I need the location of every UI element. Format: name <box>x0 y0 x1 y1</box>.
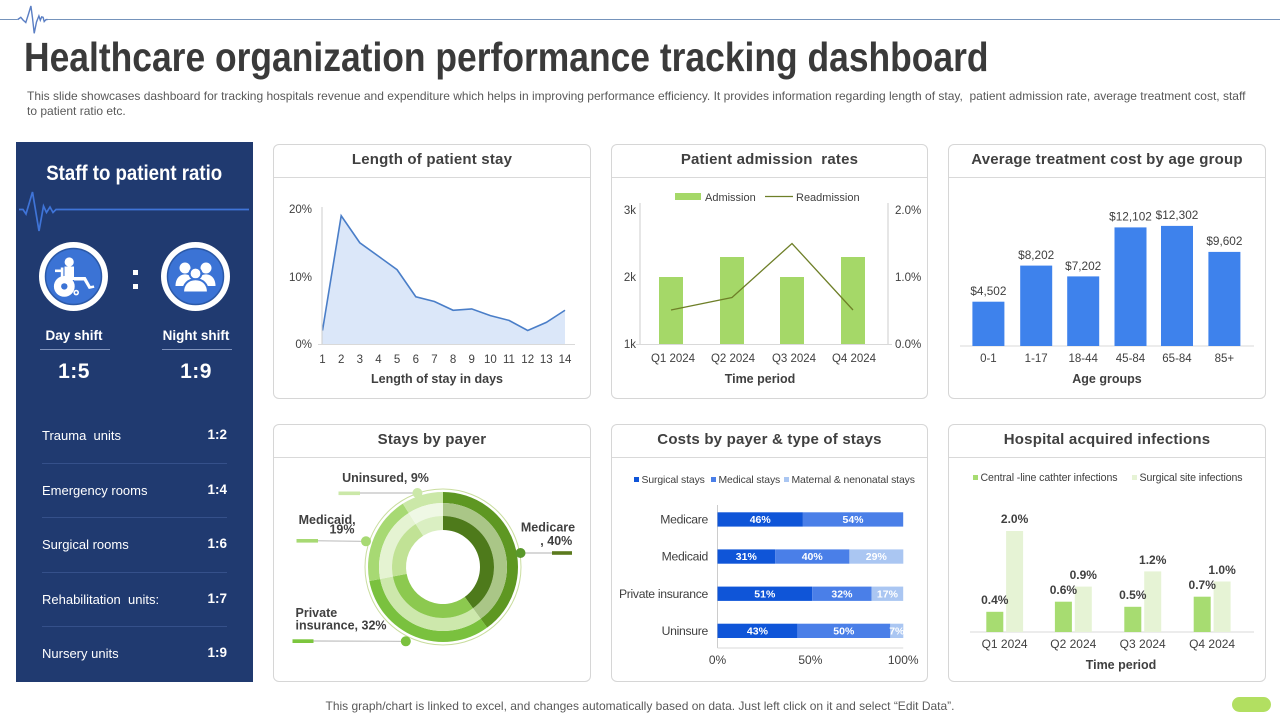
svg-text:19%: 19% <box>329 523 354 537</box>
svg-text:Q3 2024: Q3 2024 <box>1120 637 1166 651</box>
svg-text:1.2%: 1.2% <box>1139 553 1167 567</box>
svg-text:20%: 20% <box>289 204 312 216</box>
svg-text:Age groups: Age groups <box>1072 372 1141 386</box>
svg-text:Q4 2024: Q4 2024 <box>1189 637 1235 651</box>
svg-text:0%: 0% <box>295 339 312 351</box>
svg-text:, 40%: , 40% <box>540 534 572 548</box>
svg-text:1k: 1k <box>624 339 636 351</box>
svg-text:3k: 3k <box>624 205 636 217</box>
svg-text:Q2 2024: Q2 2024 <box>711 353 756 365</box>
svg-text:Time period: Time period <box>1086 658 1157 672</box>
svg-text:Q4 2024: Q4 2024 <box>832 353 877 365</box>
svg-text:7%: 7% <box>889 626 905 638</box>
svg-text:31%: 31% <box>736 551 758 563</box>
svg-text:Medicaid: Medicaid <box>662 550 708 564</box>
svg-text:Surgical site infections: Surgical site infections <box>1140 472 1243 484</box>
svg-text:$7,202: $7,202 <box>1065 259 1101 273</box>
svg-text:Medicaid,: Medicaid, <box>299 513 356 527</box>
svg-text:40%: 40% <box>802 551 824 563</box>
svg-text:Q2 2024: Q2 2024 <box>1050 637 1096 651</box>
svg-text:46%: 46% <box>750 514 772 526</box>
svg-text:0.6%: 0.6% <box>1050 583 1078 597</box>
svg-text:Medicare: Medicare <box>660 513 708 527</box>
svg-text:2.0%: 2.0% <box>1001 512 1029 526</box>
svg-text:1.0%: 1.0% <box>1208 563 1236 577</box>
svg-text:Medicare: Medicare <box>521 521 575 535</box>
svg-text:6: 6 <box>413 354 419 366</box>
svg-text:100%: 100% <box>888 653 919 667</box>
svg-text:$8,202: $8,202 <box>1018 248 1054 262</box>
svg-text:10%: 10% <box>289 272 312 284</box>
svg-text:Central -line cathter infectio: Central -line cathter infections <box>981 472 1118 484</box>
svg-text:9: 9 <box>468 354 474 366</box>
svg-text:54%: 54% <box>842 514 864 526</box>
svg-text:12: 12 <box>521 354 534 366</box>
svg-text:3: 3 <box>357 354 363 366</box>
svg-text:0.7%: 0.7% <box>1189 578 1217 592</box>
svg-text:43%: 43% <box>747 626 769 638</box>
svg-text:Q1 2024: Q1 2024 <box>651 353 696 365</box>
svg-text:Maternal & nenonatal stays: Maternal & nenonatal stays <box>792 475 915 486</box>
svg-text:Uninsure: Uninsure <box>662 624 709 638</box>
svg-text:$9,602: $9,602 <box>1206 234 1242 248</box>
svg-text:Private insurance: Private insurance <box>619 587 709 601</box>
svg-text:4: 4 <box>375 354 382 366</box>
svg-text:14: 14 <box>559 354 572 366</box>
svg-text:2.0%: 2.0% <box>895 205 921 217</box>
svg-text:7: 7 <box>431 354 437 366</box>
svg-text:Uninsured, 9%: Uninsured, 9% <box>342 471 429 485</box>
svg-text:Private: Private <box>296 606 338 620</box>
svg-text:17%: 17% <box>877 588 899 600</box>
svg-text:11: 11 <box>503 354 515 366</box>
svg-text:10: 10 <box>484 354 497 366</box>
svg-text:Medical stays: Medical stays <box>719 475 781 486</box>
svg-text:32%: 32% <box>831 588 853 600</box>
svg-text:45-84: 45-84 <box>1116 353 1146 365</box>
svg-text:Length of stay in days: Length of stay in days <box>371 372 503 386</box>
svg-text:51%: 51% <box>754 588 776 600</box>
svg-text:2k: 2k <box>624 272 636 284</box>
svg-text:Q1 2024: Q1 2024 <box>982 637 1028 651</box>
svg-text:65-84: 65-84 <box>1162 353 1192 365</box>
svg-text:18-44: 18-44 <box>1068 353 1098 365</box>
svg-text:$12,102: $12,102 <box>1109 210 1152 224</box>
svg-text:85+: 85+ <box>1215 353 1235 365</box>
svg-text:2: 2 <box>338 354 344 366</box>
svg-text:0%: 0% <box>709 653 727 667</box>
svg-text:1: 1 <box>319 354 325 366</box>
svg-text:8: 8 <box>450 354 456 366</box>
svg-text:Readmission: Readmission <box>796 192 860 204</box>
svg-text:Time period: Time period <box>725 372 796 386</box>
svg-text:Admission: Admission <box>705 192 756 204</box>
svg-text:1-17: 1-17 <box>1025 353 1048 365</box>
svg-text:insurance, 32%: insurance, 32% <box>296 619 387 633</box>
svg-text:5: 5 <box>394 354 400 366</box>
svg-text:0.9%: 0.9% <box>1070 568 1098 582</box>
svg-text:50%: 50% <box>833 626 855 638</box>
svg-text:0.5%: 0.5% <box>1119 588 1147 602</box>
svg-text:$4,502: $4,502 <box>970 284 1006 298</box>
svg-text:0.4%: 0.4% <box>981 593 1009 607</box>
svg-text:Q3 2024: Q3 2024 <box>772 353 817 365</box>
svg-text:Surgical stays: Surgical stays <box>642 475 705 486</box>
svg-text:50%: 50% <box>798 653 822 667</box>
svg-text:0-1: 0-1 <box>980 353 997 365</box>
svg-text:$12,302: $12,302 <box>1156 208 1199 222</box>
svg-text:0.0%: 0.0% <box>895 339 921 351</box>
svg-text:29%: 29% <box>866 551 888 563</box>
svg-text:1.0%: 1.0% <box>895 272 921 284</box>
svg-text:13: 13 <box>540 354 553 366</box>
